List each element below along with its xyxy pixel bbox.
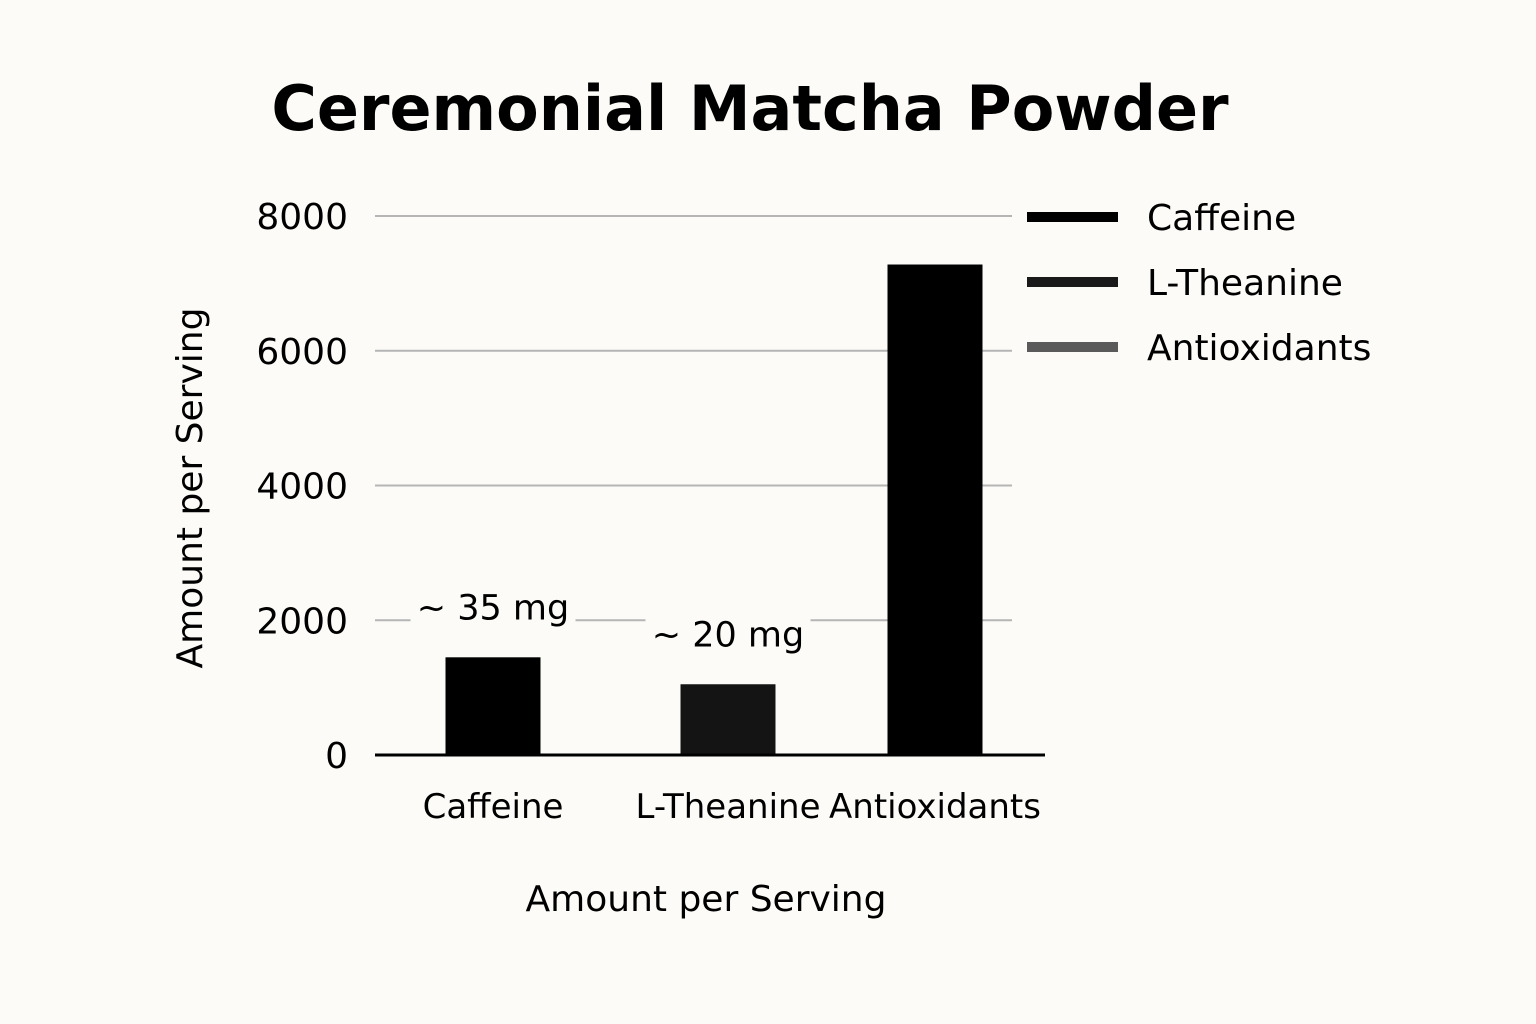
legend: Caffeine L-Theanine Antioxidants — [1016, 197, 1516, 369]
bars — [445, 264, 983, 755]
x-tick-label: Caffeine — [423, 787, 564, 827]
data-labels: ~ 35 mg ~ 20 mg — [410, 579, 811, 659]
y-tick-label: 0 — [325, 736, 348, 777]
legend-label: L-Theanine — [1147, 263, 1343, 304]
y-tick-label: 4000 — [256, 467, 348, 508]
chart-title: Ceremonial Matcha Powder — [271, 72, 1229, 145]
x-axis-categories: Caffeine L-Theanine Antioxidants — [423, 787, 1041, 827]
data-label: ~ 35 mg — [417, 588, 569, 628]
x-tick-label: L-Theanine — [635, 787, 820, 827]
data-label: ~ 20 mg — [652, 615, 804, 655]
y-axis-title: Amount per Serving — [170, 308, 211, 669]
y-tick-label: 8000 — [256, 197, 348, 238]
bar-l-theanine — [680, 684, 776, 755]
legend-label: Antioxidants — [1147, 328, 1371, 369]
data-label-background — [410, 579, 576, 632]
x-tick-label: Antioxidants — [829, 787, 1041, 827]
y-tick-label: 6000 — [256, 332, 348, 373]
x-axis-title: Amount per Serving — [526, 879, 887, 920]
bar-caffeine — [445, 657, 541, 755]
bar-antioxidants — [887, 264, 983, 755]
y-axis-ticks: 0 2000 4000 6000 8000 — [256, 197, 348, 777]
y-tick-label: 2000 — [256, 601, 348, 642]
data-label-background — [645, 606, 811, 659]
legend-label: Caffeine — [1147, 198, 1296, 239]
